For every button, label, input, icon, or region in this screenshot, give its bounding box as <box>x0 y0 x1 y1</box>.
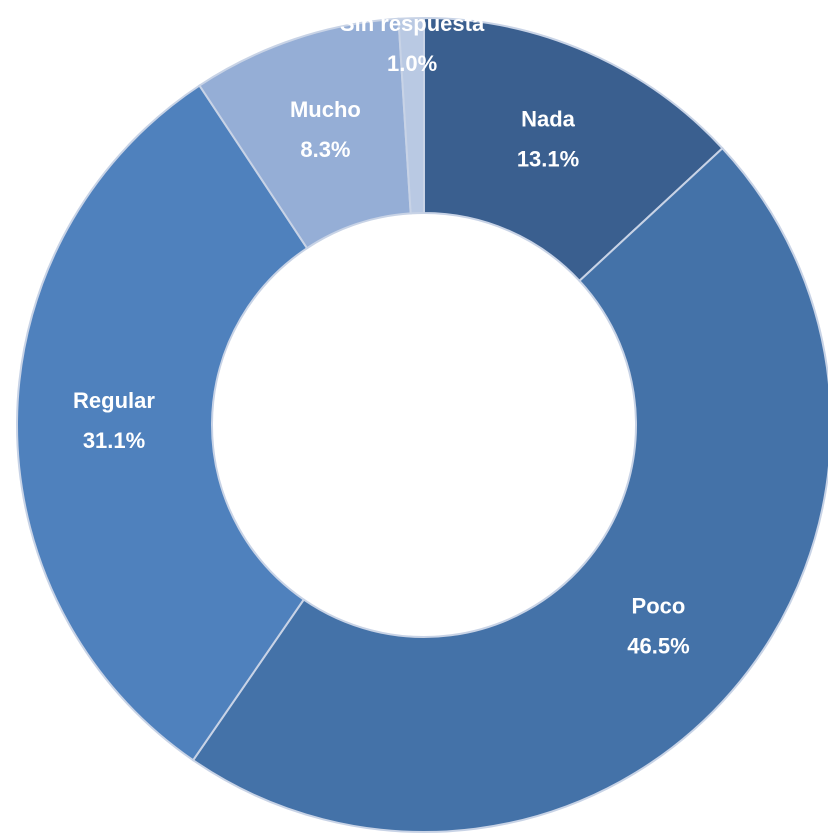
donut-slice <box>423 16 724 283</box>
slice-label: Regular <box>73 388 155 413</box>
donut-slice <box>191 146 828 833</box>
slice-label: Nada <box>521 107 576 132</box>
slice-value-label: 13.1% <box>517 147 579 172</box>
slice-value-label: 31.1% <box>83 428 145 453</box>
slice-label: Sin respuesta <box>340 11 485 36</box>
donut-slice <box>16 84 309 762</box>
slice-value-label: 8.3% <box>300 137 350 162</box>
slice-label: Mucho <box>290 97 361 122</box>
slice-label: Poco <box>632 594 686 619</box>
slice-value-label: 1.0% <box>387 51 437 76</box>
slice-value-label: 46.5% <box>627 634 689 659</box>
donut-slice <box>397 16 425 215</box>
